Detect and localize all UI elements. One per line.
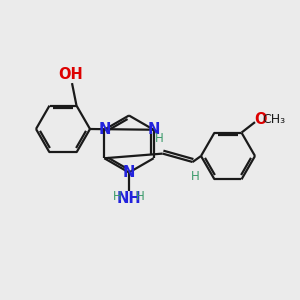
Text: N: N — [123, 165, 135, 180]
Text: H: H — [191, 170, 200, 184]
Text: O: O — [255, 112, 267, 127]
Text: H: H — [155, 132, 164, 145]
Text: N: N — [98, 122, 110, 137]
Text: N: N — [148, 122, 160, 137]
Text: NH: NH — [117, 191, 141, 206]
Text: CH₃: CH₃ — [262, 113, 285, 126]
Text: H: H — [113, 190, 122, 203]
Text: H: H — [136, 190, 145, 203]
Text: OH: OH — [58, 67, 83, 82]
